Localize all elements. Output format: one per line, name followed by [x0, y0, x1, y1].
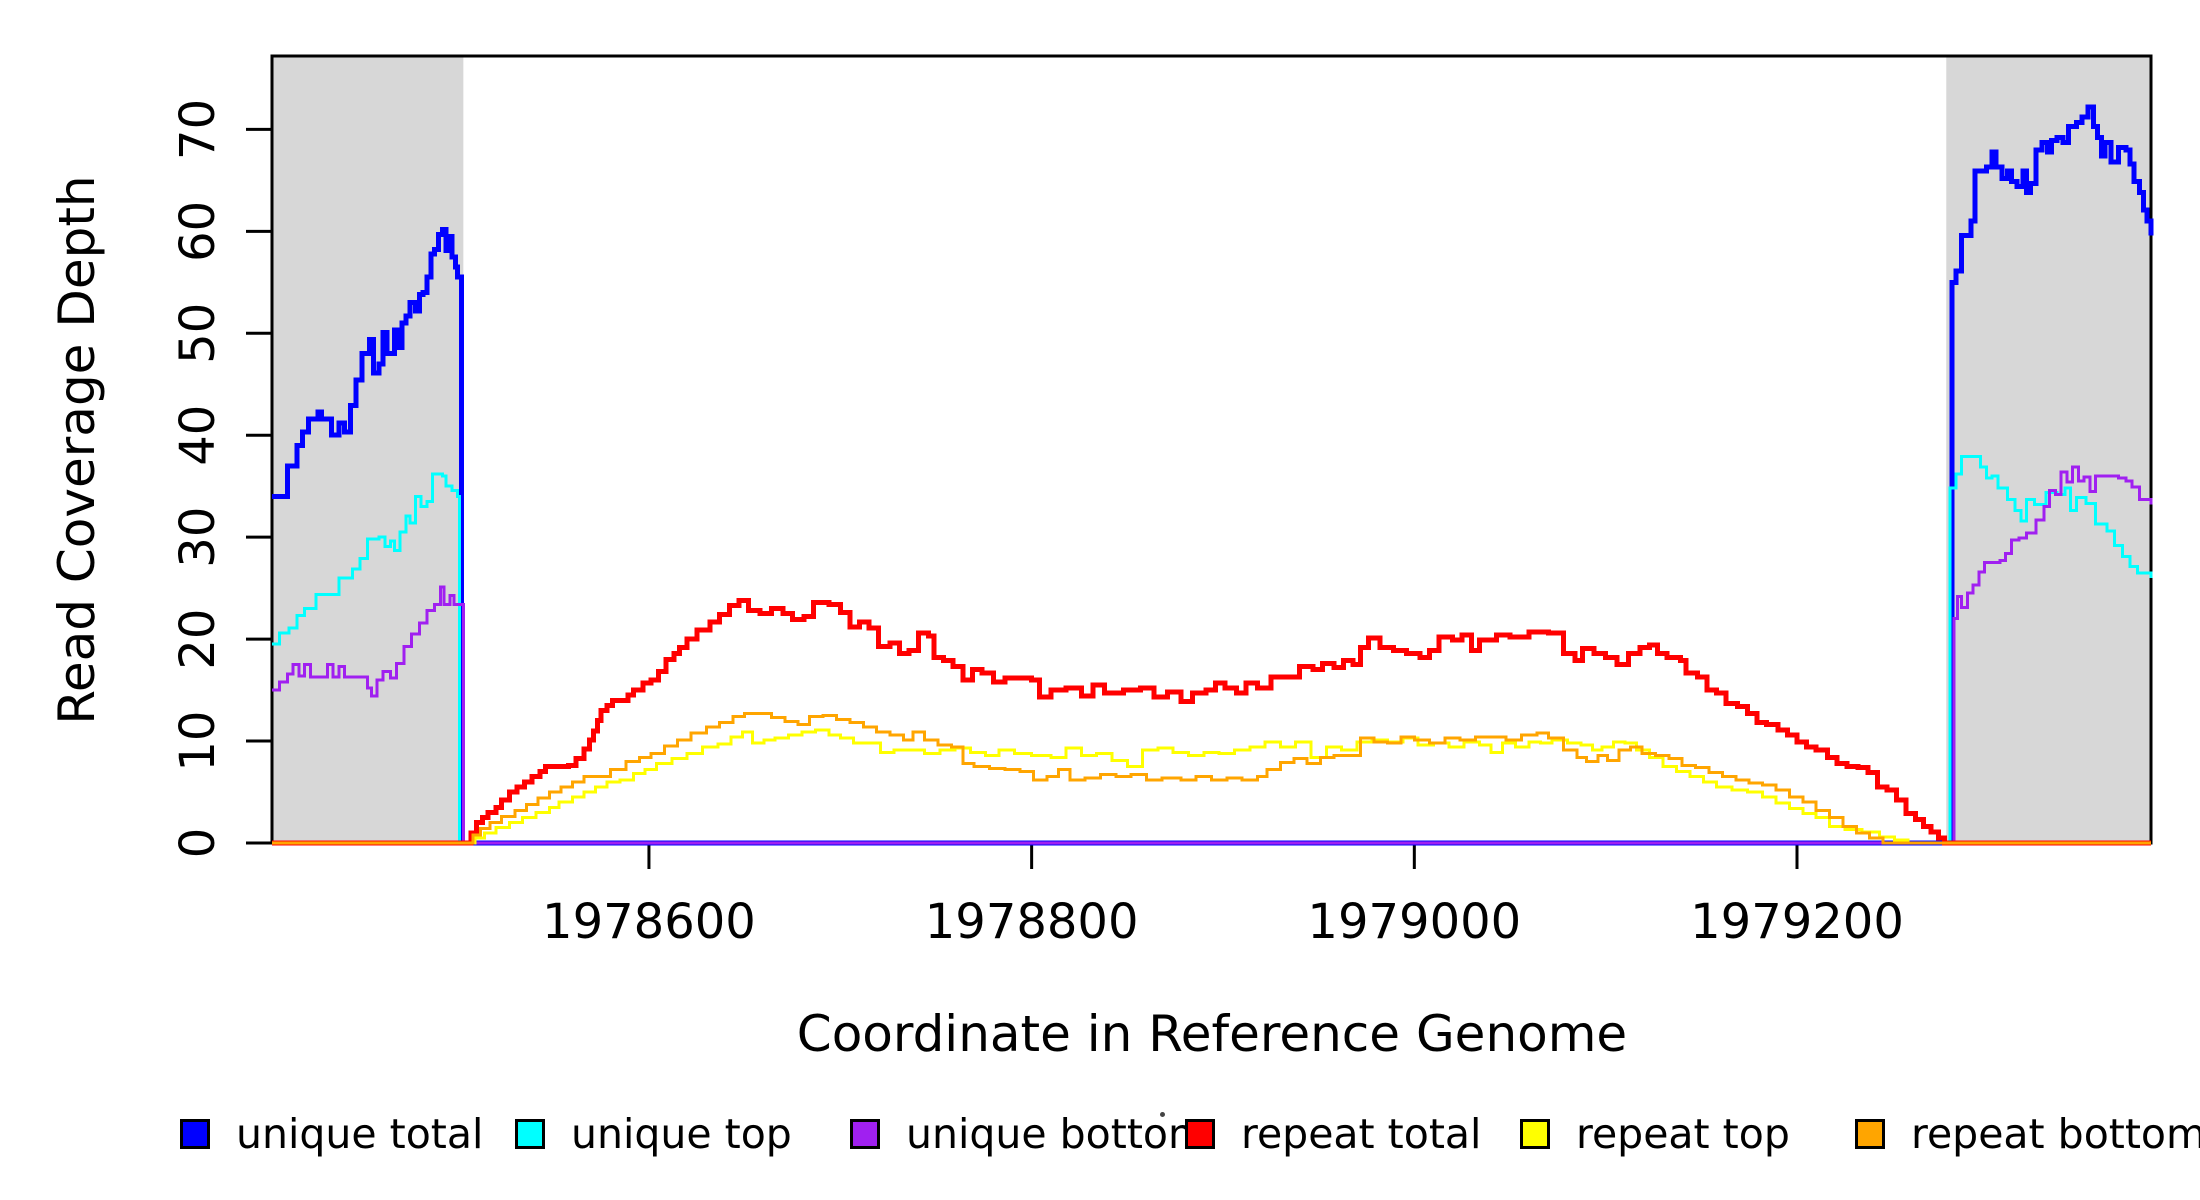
series-repeat-total — [272, 597, 2151, 846]
y-tick-label: 70 — [170, 99, 226, 160]
x-tick-label: 1978800 — [925, 894, 1139, 950]
y-tick-label: 60 — [170, 201, 226, 262]
y-tick-label: 0 — [170, 828, 226, 859]
y-tick-label: 50 — [170, 303, 226, 364]
y-tick-label: 10 — [170, 711, 226, 772]
shaded-region — [1946, 56, 2151, 843]
x-axis-title: Coordinate in Reference Genome — [796, 1005, 1628, 1063]
y-tick-label: 40 — [170, 405, 226, 466]
series-unique-total — [272, 104, 2154, 846]
series-unique-bottom — [272, 465, 2153, 845]
series-unique-top — [272, 455, 2153, 845]
series-repeat-bottom — [272, 712, 2151, 845]
y-tick-label: 30 — [170, 507, 226, 568]
x-tick-label: 1978600 — [542, 894, 756, 950]
x-tick-label: 1979200 — [1690, 894, 1904, 950]
y-tick-label: 20 — [170, 609, 226, 670]
shaded-region — [272, 56, 464, 843]
y-axis-title: Read Coverage Depth — [48, 175, 106, 725]
plot-border — [270, 54, 2153, 845]
x-tick-label: 1979000 — [1307, 894, 1521, 950]
series-repeat-top — [272, 728, 2151, 845]
stray-dot-mark — [1160, 1112, 1165, 1117]
